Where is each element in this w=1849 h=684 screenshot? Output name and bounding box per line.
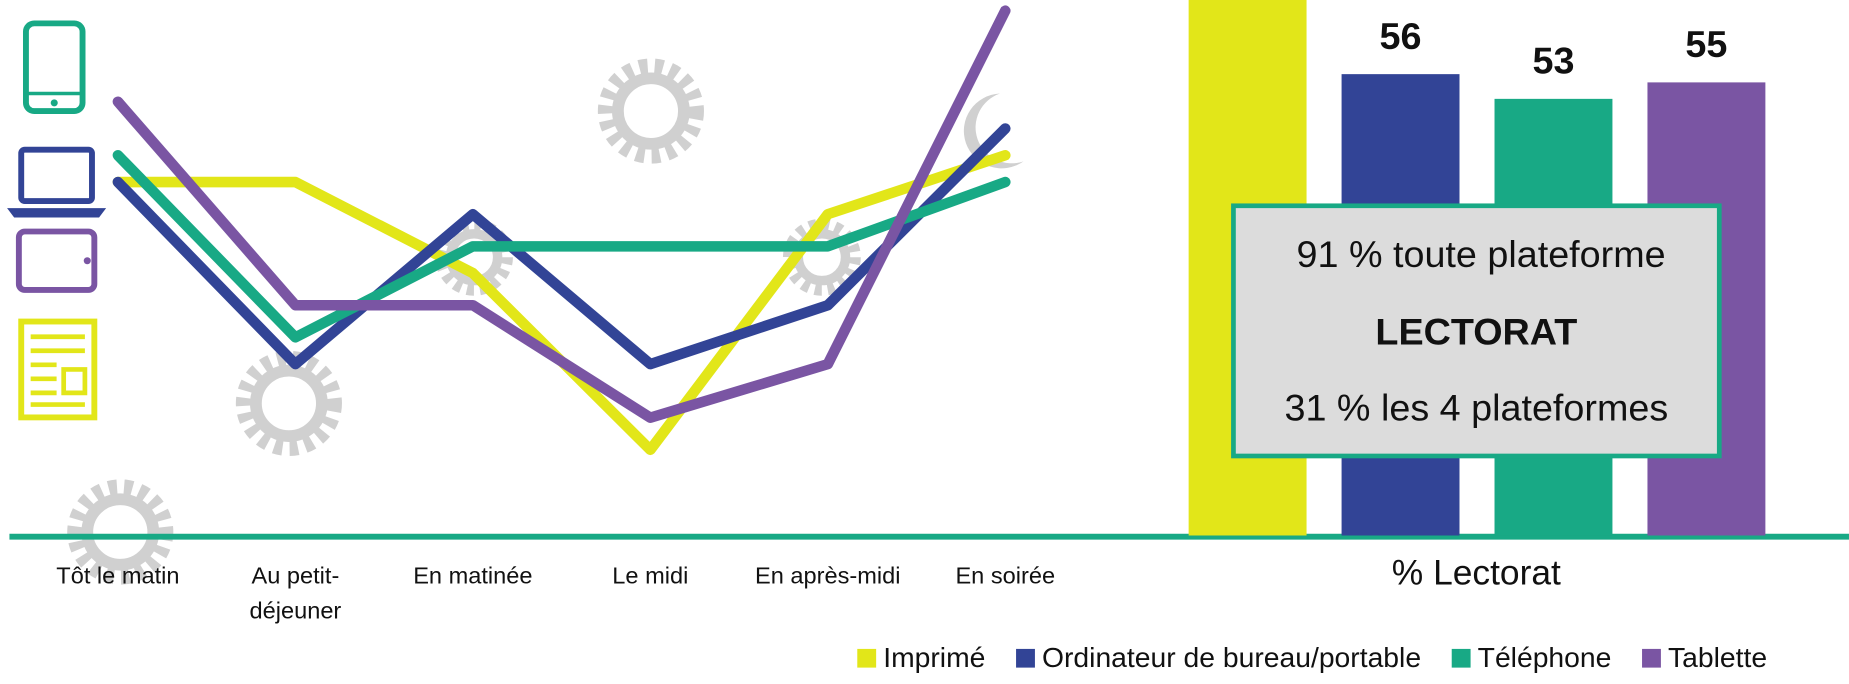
- legend-label: Ordinateur de bureau/portable: [1042, 641, 1421, 673]
- x-tick-label: Tôt le matin: [38, 559, 198, 594]
- x-tick-label: En matinée: [393, 559, 553, 594]
- legend-swatch: [1016, 649, 1035, 668]
- legend-label: Imprimé: [883, 641, 985, 673]
- x-axis-label: % Lectorat: [1392, 554, 1561, 593]
- annotation: LECTORAT: [1375, 310, 1577, 352]
- legend: Imprimé Ordinateur de bureau/portable Télé…: [857, 641, 1767, 673]
- value-label: 55: [1685, 23, 1727, 65]
- decorations: [7, 23, 1023, 576]
- legend-swatch: [857, 649, 876, 668]
- annotation: 91 % toute plateforme: [1297, 233, 1666, 275]
- chart-area: 56 53 55 91 % toute plateforme LECTORAT 31…: [0, 0, 1849, 684]
- legend-swatch: [1452, 649, 1471, 668]
- x-tick-label: En après-midi: [748, 559, 908, 594]
- x-tick-label: Au petit-déjeuner: [215, 559, 375, 629]
- page: 56 53 55 91 % toute plateforme LECTORAT 31…: [0, 0, 1849, 684]
- value-label: 53: [1532, 40, 1574, 82]
- legend-label: Tablette: [1668, 641, 1767, 673]
- x-tick-label: En soirée: [925, 559, 1085, 594]
- legend-label: Téléphone: [1478, 641, 1612, 673]
- line-plot: [118, 11, 1005, 450]
- line: [118, 11, 1005, 418]
- x-tick-label: Le midi: [570, 559, 730, 594]
- value-label: 56: [1380, 15, 1422, 57]
- annotation: 31 % les 4 plateformes: [1284, 386, 1668, 428]
- legend-swatch: [1642, 649, 1661, 668]
